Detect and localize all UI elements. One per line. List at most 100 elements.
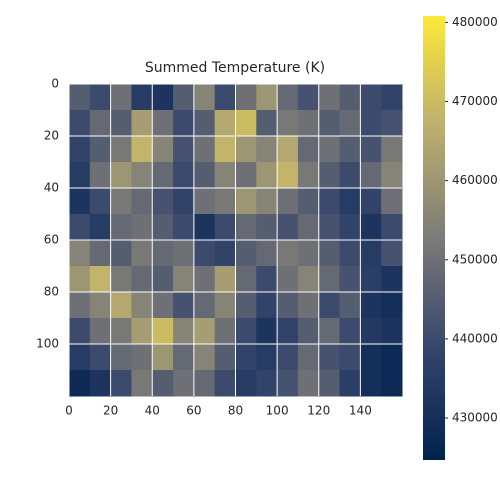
heatmap-cell (193, 344, 216, 371)
heatmap-cell (173, 370, 195, 397)
heatmap-cell (89, 110, 112, 137)
heatmap-cell (214, 136, 236, 163)
heatmap-cell (381, 318, 403, 345)
heatmap-cell (214, 110, 236, 137)
heatmap-cell (277, 188, 299, 215)
heatmap-cell (69, 240, 91, 267)
chart-title: Summed Temperature (K) (145, 60, 325, 76)
heatmap-cell (360, 84, 382, 111)
heatmap-cell (360, 240, 382, 267)
heatmap-cell (131, 110, 153, 137)
heatmap-cell (381, 110, 403, 137)
heatmap-cell (297, 188, 320, 215)
heatmap-cell (318, 370, 341, 397)
heatmap-cell (173, 214, 195, 241)
heatmap-cell (297, 136, 320, 163)
heatmap-cell (339, 266, 361, 293)
heatmap-cell (381, 240, 403, 267)
colorbar-tick-label: 480000 (452, 15, 498, 29)
heatmap-cell (110, 344, 132, 371)
heatmap-cell (256, 266, 278, 293)
colorbar-tick-label: 440000 (452, 331, 498, 345)
heatmap-cell (173, 84, 195, 111)
heatmap-cell (318, 318, 341, 345)
heatmap-cell (297, 84, 320, 111)
heatmap-cell (131, 84, 153, 111)
heatmap-cell (110, 136, 132, 163)
heatmap-cell (89, 370, 112, 397)
heatmap-cell (360, 214, 382, 241)
heatmap-cell (152, 318, 174, 345)
heatmap-cell (193, 240, 216, 267)
heatmap-cell (235, 214, 257, 241)
heatmap-cell (152, 136, 174, 163)
heatmap-cell (214, 162, 236, 189)
heatmap-cell (173, 136, 195, 163)
heatmap-cell (152, 110, 174, 137)
heatmap-cell (360, 266, 382, 293)
heatmap-cell (235, 318, 257, 345)
heatmap-cell (277, 240, 299, 267)
heatmap-cell (110, 318, 132, 345)
heatmap-cell (89, 240, 112, 267)
heatmap-cell (69, 214, 91, 241)
heatmap-cell (193, 136, 216, 163)
heatmap-cell (110, 188, 132, 215)
heatmap-cell (235, 266, 257, 293)
heatmap-cell (173, 240, 195, 267)
heatmap-cell (193, 370, 216, 397)
heatmap-cell (110, 84, 132, 111)
heatmap-cell (256, 188, 278, 215)
heatmap-cell (360, 136, 382, 163)
heatmap-cell (214, 188, 236, 215)
heatmap-cell (152, 84, 174, 111)
heatmap-cell (256, 318, 278, 345)
heatmap-cell (277, 110, 299, 137)
heatmap-cell (110, 214, 132, 241)
heatmap-cell (277, 370, 299, 397)
heatmap-cell (193, 318, 216, 345)
heatmap-cell (318, 136, 341, 163)
heatmap-cell (277, 318, 299, 345)
heatmap-cell (69, 344, 91, 371)
heatmap-cell (235, 188, 257, 215)
heatmap-cell (339, 188, 361, 215)
heatmap-cell (110, 110, 132, 137)
heatmap-cell (381, 188, 403, 215)
colorbar-tick-label: 430000 (452, 411, 498, 425)
colorbar (423, 16, 445, 460)
heatmap-cell (339, 84, 361, 111)
heatmap-cell (152, 214, 174, 241)
heatmap-cell (131, 266, 153, 293)
heatmap-cell (131, 370, 153, 397)
heatmap-cell (318, 162, 341, 189)
y-tick-label: 80 (44, 285, 59, 299)
heatmap-cell (69, 110, 91, 137)
heatmap-cell (235, 162, 257, 189)
heatmap-cell (235, 344, 257, 371)
heatmap-cell (360, 110, 382, 137)
heatmap-cell (381, 214, 403, 241)
heatmap-cell (297, 370, 320, 397)
heatmap-cell (69, 318, 91, 345)
heatmap-cell (339, 162, 361, 189)
heatmap-cell (360, 370, 382, 397)
heatmap-cell (69, 370, 91, 397)
heatmap-cell (173, 188, 195, 215)
heatmap-cell (131, 214, 153, 241)
y-tick-label: 40 (44, 181, 59, 195)
heatmap-cell (381, 266, 403, 293)
heatmap-cell (131, 318, 153, 345)
heatmap-cell (277, 344, 299, 371)
y-tick-label: 0 (51, 77, 59, 91)
heatmap-cell (152, 292, 174, 319)
heatmap-cell (193, 188, 216, 215)
heatmap-cell (339, 292, 361, 319)
x-tick-label: 20 (103, 404, 118, 418)
x-tick-label: 140 (349, 404, 372, 418)
heatmap-cell (110, 370, 132, 397)
heatmap-cell (256, 162, 278, 189)
heatmap-cell (318, 188, 341, 215)
heatmap-cell (89, 266, 112, 293)
